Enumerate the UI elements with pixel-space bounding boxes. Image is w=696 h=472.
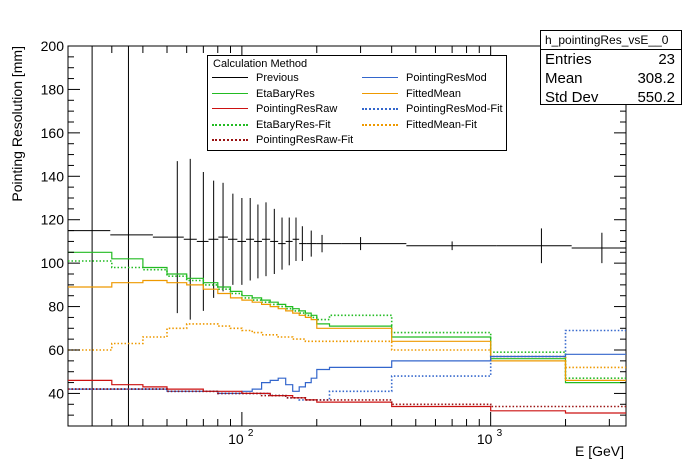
legend-item: PointingResMod bbox=[358, 70, 508, 86]
legend-item: EtaBaryRes-Fit bbox=[208, 117, 358, 133]
y-tick-label: 140 bbox=[41, 168, 65, 184]
legend-label: EtaBaryRes-Fit bbox=[256, 118, 331, 131]
plot-frame bbox=[67, 45, 627, 427]
stats-value: 308.2 bbox=[637, 70, 675, 87]
legend-swatch bbox=[362, 123, 398, 126]
stats-row-mean: Mean 308.2 bbox=[541, 69, 681, 88]
stats-title: h_pointingRes_vsE__0 bbox=[541, 31, 681, 50]
stats-row-stddev: Std Dev 550.2 bbox=[541, 88, 681, 107]
legend-swatch bbox=[212, 108, 248, 109]
legend-title: Calculation Method bbox=[213, 58, 308, 70]
legend-label: PointingResMod-Fit bbox=[406, 103, 503, 115]
series-etabaryres-fit bbox=[68, 260, 626, 379]
stats-key: Std Dev bbox=[545, 89, 599, 106]
stats-box: h_pointingRes_vsE__0 Entries 23 Mean 308… bbox=[540, 30, 682, 107]
y-tick-label: 200 bbox=[41, 38, 65, 54]
legend-item: PointingResMod-Fit bbox=[358, 101, 508, 117]
y-tick-label: 80 bbox=[48, 299, 64, 315]
x-tick-label: 10 bbox=[228, 431, 244, 447]
legend-swatch bbox=[212, 77, 248, 78]
stats-key: Mean bbox=[545, 70, 583, 87]
legend-item: FittedMean bbox=[358, 86, 508, 102]
y-tick-label: 40 bbox=[48, 385, 64, 401]
series-layer bbox=[68, 46, 626, 426]
x-tick-exponent: 2 bbox=[248, 428, 254, 439]
x-tick-label: 10 bbox=[477, 431, 493, 447]
legend-label: PointingResMod bbox=[406, 72, 487, 84]
legend-item: FittedMean-Fit bbox=[358, 117, 508, 133]
y-tick-label: 160 bbox=[41, 125, 65, 141]
legend-label: EtaBaryRes bbox=[256, 87, 315, 100]
legend-item: PointingResRaw-Fit bbox=[208, 132, 358, 148]
axes: 40 60 80 100 120 140 160 180 200 10 2 10 3 E [GeV] Poi… bbox=[9, 38, 626, 459]
plot-area-frame bbox=[67, 45, 627, 427]
x-axis-label: E [GeV] bbox=[575, 443, 624, 459]
x-tick-exponent: 3 bbox=[497, 428, 503, 439]
series-pointingresmod bbox=[68, 353, 626, 394]
legend-swatch bbox=[212, 123, 248, 126]
series-fittedmean bbox=[68, 279, 626, 381]
stats-value: 23 bbox=[658, 51, 675, 68]
stats-value: 550.2 bbox=[637, 89, 675, 106]
series-fittedmean-fit bbox=[68, 323, 626, 369]
legend-swatch bbox=[362, 92, 398, 94]
y-tick-label: 100 bbox=[41, 255, 65, 271]
y-tick-label: 120 bbox=[41, 212, 65, 228]
legend-label: PointingResRaw bbox=[256, 103, 338, 115]
series-pointingresraw bbox=[68, 379, 626, 414]
legend-item: PointingResRaw bbox=[208, 101, 358, 117]
stats-key: Entries bbox=[545, 51, 592, 68]
legend-label: FittedMean bbox=[406, 87, 462, 100]
y-tick-label: 180 bbox=[41, 81, 65, 97]
legend-label: Previous bbox=[256, 72, 299, 84]
legend-label: FittedMean-Fit bbox=[406, 118, 477, 131]
series-etabaryres bbox=[68, 251, 626, 384]
legend-swatch bbox=[212, 92, 248, 94]
legend-label: PointingResRaw-Fit bbox=[256, 134, 354, 146]
y-tick-label: 60 bbox=[48, 342, 64, 358]
legend: Calculation Method Previous EtaBaryRes Poi… bbox=[207, 55, 507, 151]
legend-swatch bbox=[212, 139, 248, 141]
legend-swatch bbox=[362, 108, 398, 110]
legend-item: EtaBaryRes bbox=[208, 86, 358, 102]
stats-row-entries: Entries 23 bbox=[541, 50, 681, 69]
legend-swatch bbox=[362, 77, 398, 78]
y-axis-label: Pointing Resolution [mm] bbox=[9, 46, 25, 202]
legend-item: Previous bbox=[208, 70, 358, 86]
